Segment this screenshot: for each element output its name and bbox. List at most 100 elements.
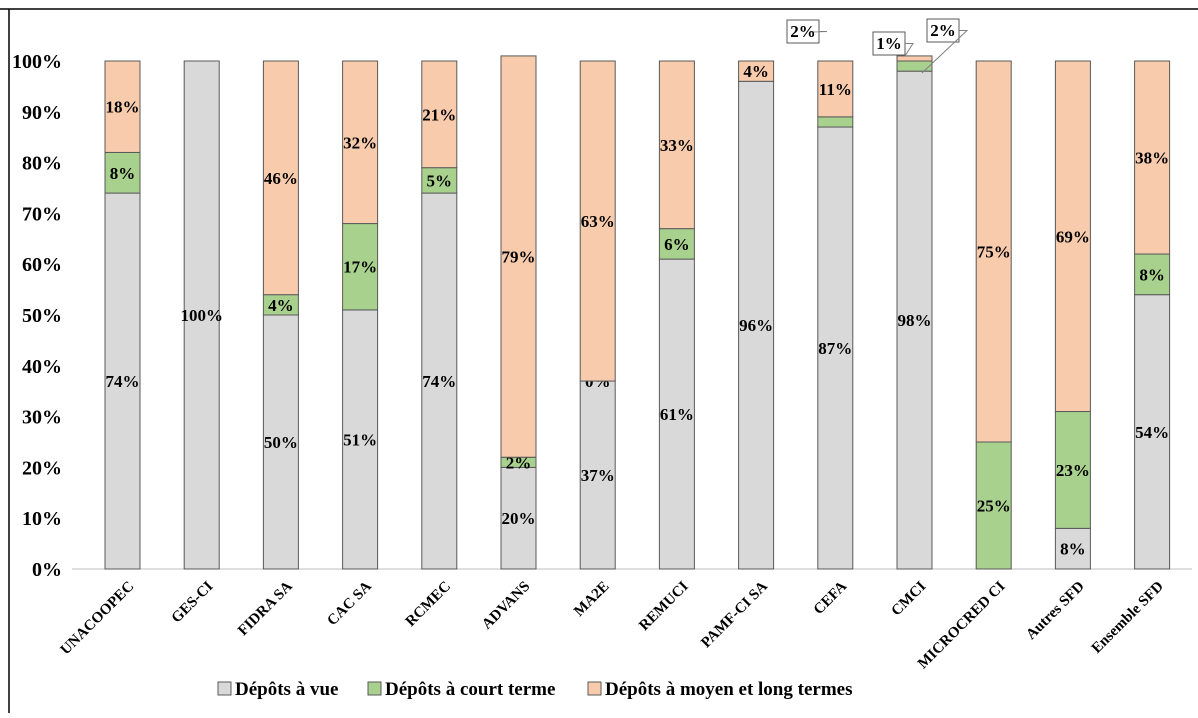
data-label: 6% [664, 235, 690, 254]
bar-segment [817, 116, 854, 128]
bar-segment [579, 60, 616, 382]
data-label: 74% [106, 372, 140, 391]
data-label: 1% [876, 34, 902, 53]
bar-segment [262, 60, 299, 296]
bar-segment [1134, 60, 1171, 255]
data-label: 50% [264, 433, 298, 452]
y-tick-label: 10% [22, 508, 62, 530]
data-label: 8% [1060, 540, 1086, 559]
data-label: 11% [819, 80, 852, 99]
bar-segment [104, 192, 141, 570]
bar-segment [421, 60, 458, 169]
legend-label: Dépôts à court terme [385, 679, 555, 700]
bar-segment [1134, 294, 1171, 570]
data-label: 51% [343, 430, 377, 449]
y-tick-label: 0% [32, 559, 62, 581]
bar-segment [896, 55, 933, 62]
data-label: 69% [1056, 227, 1090, 246]
bar-segment [421, 167, 458, 194]
data-label: 75% [977, 243, 1011, 262]
y-tick-label: 70% [22, 203, 62, 225]
data-label: 96% [739, 316, 773, 335]
bar-segment [975, 60, 1012, 443]
x-tick-label: Autres SFD [1023, 578, 1088, 643]
bar-segment [183, 60, 220, 570]
x-tick-label: GES-CI [169, 578, 217, 626]
x-tick-label: MICROCRED CI [915, 578, 1009, 672]
data-label: 100% [180, 306, 223, 325]
bar-segment [500, 55, 537, 458]
bar-segment [738, 60, 775, 82]
data-label: 8% [110, 164, 136, 183]
data-label: 2% [506, 453, 532, 472]
data-label: 79% [502, 248, 536, 267]
bar-segment [579, 380, 616, 570]
data-label: 87% [818, 339, 852, 358]
data-label: 4% [743, 62, 769, 81]
y-tick-label: 60% [22, 254, 62, 276]
y-tick-label: 80% [22, 153, 62, 175]
x-tick-label: FIDRA SA [235, 578, 296, 639]
bar-segment [658, 228, 695, 260]
data-label: 23% [1056, 461, 1090, 480]
bar-segment [817, 60, 854, 118]
data-label: 4% [268, 296, 294, 315]
data-label: 38% [1135, 149, 1169, 168]
bar-segment [342, 60, 379, 225]
x-tick-label: CAC SA [324, 578, 375, 629]
data-label: 8% [1139, 265, 1165, 284]
data-label: 17% [343, 258, 377, 277]
bar-segment [658, 60, 695, 230]
x-tick-label: REMUCI [636, 578, 692, 634]
data-label: 25% [977, 497, 1011, 516]
legend-swatch [367, 681, 382, 696]
data-label-leader-line [921, 30, 969, 74]
data-label: 32% [343, 133, 377, 152]
y-tick-label: 90% [22, 102, 62, 124]
legend-label: Dépôts à vue [235, 679, 338, 700]
bar-segment [421, 192, 458, 570]
y-tick-label: 30% [22, 407, 62, 429]
data-label: 61% [660, 405, 694, 424]
x-tick-label: Ensemble SFD [1089, 578, 1167, 656]
data-label: 46% [264, 169, 298, 188]
x-tick-label: RCMEC [403, 579, 454, 630]
bar-segment [342, 223, 379, 311]
data-label: 2% [930, 21, 956, 40]
data-label: 74% [422, 372, 456, 391]
bar-segment [738, 80, 775, 570]
bar-segment [1054, 527, 1091, 570]
data-label-leader-line [904, 43, 914, 57]
y-tick-label: 20% [22, 457, 62, 479]
bar-segment [896, 70, 933, 570]
y-tick-label: 100% [12, 51, 62, 73]
data-label-leader-line [809, 31, 828, 33]
data-label: 2% [790, 22, 816, 41]
bar-segment [1054, 60, 1091, 413]
data-label: 20% [502, 509, 536, 528]
legend-swatch [217, 681, 232, 696]
x-tick-label: CMCI [889, 578, 930, 619]
x-tick-label: PAMF-CI SA [698, 578, 771, 651]
data-label: 98% [898, 311, 932, 330]
bar-segment [500, 466, 537, 570]
legend-label: Dépôts à moyen et long termes [605, 679, 852, 700]
legend-swatch [587, 681, 602, 696]
data-label: 63% [581, 212, 615, 231]
bar-segment [896, 60, 933, 72]
data-label: 37% [581, 466, 615, 485]
data-label: 33% [660, 136, 694, 155]
data-label: 21% [422, 105, 456, 124]
x-tick-label: MA2E [571, 579, 612, 620]
data-label: 54% [1135, 423, 1169, 442]
bar-segment [262, 314, 299, 570]
bar-segment [104, 60, 141, 153]
x-tick-label: ADVANS [479, 579, 533, 633]
bar-segment [1054, 411, 1091, 529]
y-tick-label: 50% [22, 305, 62, 327]
data-label: 5% [427, 171, 453, 190]
x-tick-label: UNACOOPEC [58, 579, 138, 659]
x-tick-label: CEFA [811, 578, 851, 618]
